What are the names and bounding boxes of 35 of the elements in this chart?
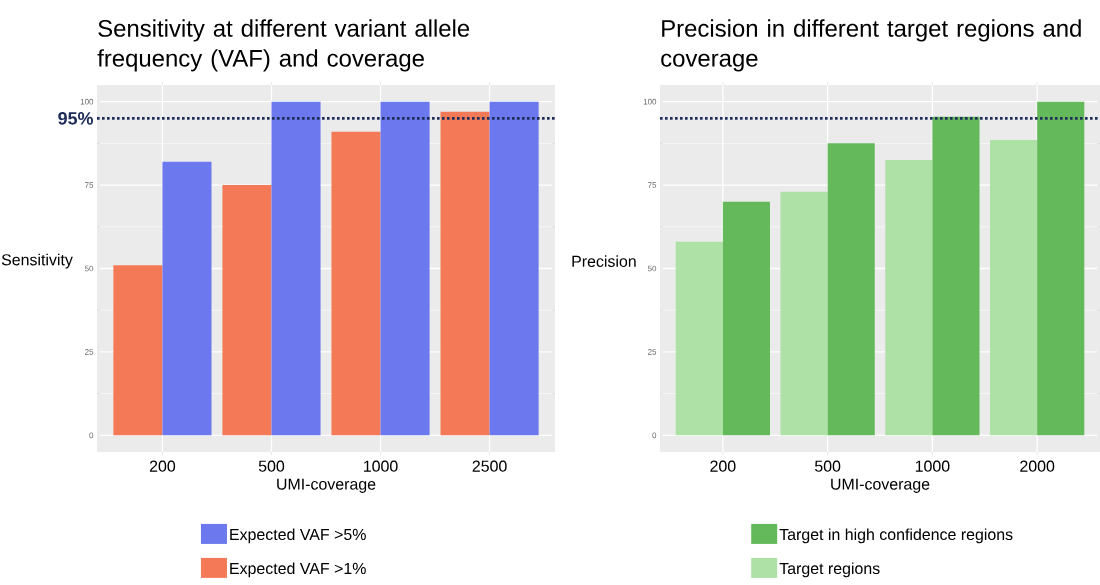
bar (722, 201, 771, 436)
bar (990, 140, 1038, 436)
bar (440, 111, 490, 436)
y-axis-title: Sensitivity (1, 253, 73, 269)
x-tick-label: 1000 (915, 460, 950, 472)
x-axis-title: UMI-coverage (831, 478, 930, 493)
legend-label: Expected VAF >5% (230, 528, 366, 544)
bar (271, 101, 321, 436)
bar (222, 185, 272, 436)
bar (675, 241, 723, 436)
x-tick-label: 2500 (472, 460, 507, 472)
y-axis-title: Precision (572, 255, 636, 267)
bar (1037, 101, 1085, 436)
x-tick-label: 200 (149, 460, 176, 472)
bar (932, 116, 980, 436)
x-axis-title: UMI-coverage (277, 478, 376, 493)
ref-line-label: 95% (58, 111, 94, 125)
x-tick-label: 1000 (364, 460, 398, 472)
x-tick-label: 200 (710, 460, 736, 472)
legend-label: Expected VAF >1% (230, 562, 366, 578)
bar (827, 143, 875, 436)
legend-label: Target regions (779, 562, 880, 578)
bar (885, 160, 933, 436)
x-tick-label: 500 (258, 460, 285, 472)
bar (113, 265, 163, 436)
bar (380, 101, 430, 436)
bar (780, 191, 828, 436)
legend-label: Target in high confidence regions (779, 528, 1013, 544)
bar (162, 161, 212, 436)
chart-title: Sensitivity at different variant allele frequency (VAF) and coverage (97, 19, 470, 72)
x-tick-label: 500 (814, 460, 841, 472)
bar (489, 101, 539, 436)
chart-title: Precision in different target regions and coverage (661, 19, 1081, 72)
x-tick-label: 2000 (1020, 460, 1055, 472)
bar (331, 131, 381, 436)
